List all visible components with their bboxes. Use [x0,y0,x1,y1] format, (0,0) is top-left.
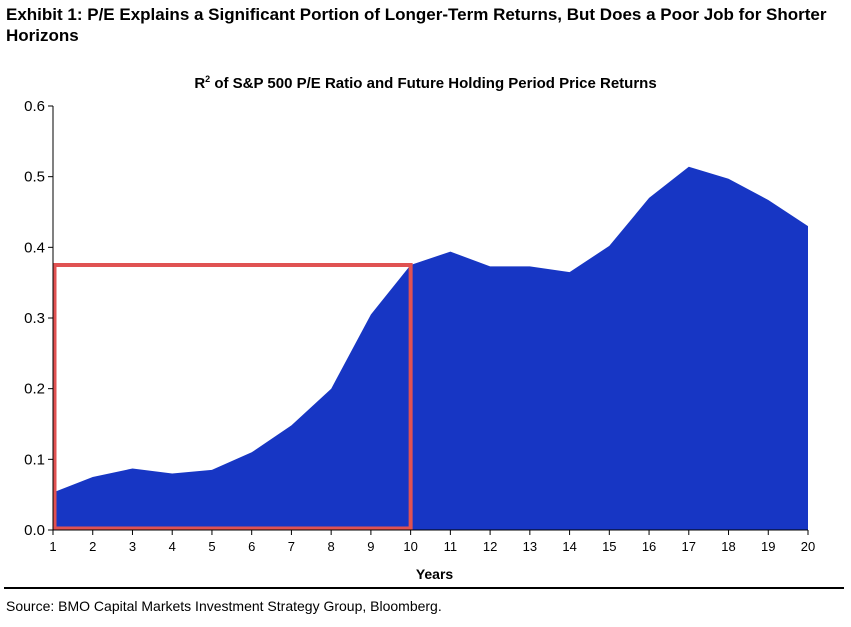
x-tick-label: 2 [89,539,96,554]
x-tick-label: 14 [562,539,576,554]
x-tick-label: 17 [682,539,696,554]
x-tick-label: 1 [49,539,56,554]
y-tick-label: 0.5 [24,169,45,186]
y-tick-label: 0.1 [24,451,45,468]
x-tick-label: 20 [801,539,815,554]
x-tick-label: 7 [288,539,295,554]
chart-title-rest: of S&P 500 P/E Ratio and Future Holding … [210,75,657,92]
highlight-box [52,263,413,531]
y-tick-label: 0.6 [24,98,45,115]
x-tick-label: 10 [403,539,417,554]
x-tick-label: 18 [721,539,735,554]
x-tick-label: 11 [444,539,458,554]
source-note: Source: BMO Capital Markets Investment S… [6,598,442,614]
y-tick-label: 0.3 [24,310,45,327]
footer-rule [4,587,844,589]
area-chart: 0.00.10.20.30.40.50.61 2 3 4 5 6 7 8 9 10 11 12 13 14… [24,98,815,582]
x-axis-label: Years [416,566,454,582]
y-tick-label: 0.4 [24,239,45,256]
x-tick-label: 6 [248,539,255,554]
chart-title: R2 of S&P 500 P/E Ratio and Future Holdi… [0,74,851,92]
x-tick-label: 3 [129,539,136,554]
x-tick-label: 9 [367,539,374,554]
x-tick-label: 16 [642,539,656,554]
x-tick-label: 5 [208,539,215,554]
x-tick-label: 4 [169,539,176,554]
area-series [53,166,808,531]
y-tick-label: 0.0 [24,522,45,539]
chart-title-superscript: 2 [205,74,211,84]
chart-title-prefix: R [194,75,206,92]
y-tick-label: 0.2 [24,381,45,398]
x-tick-label: 19 [761,539,775,554]
x-tick-label: 13 [523,539,537,554]
x-tick-label: 12 [483,539,497,554]
exhibit-title: Exhibit 1: P/E Explains a Significant Po… [6,5,827,45]
x-tick-label: 8 [328,539,335,554]
x-tick-label: 15 [602,539,616,554]
